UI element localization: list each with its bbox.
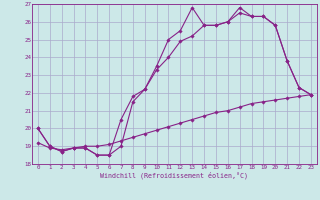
X-axis label: Windchill (Refroidissement éolien,°C): Windchill (Refroidissement éolien,°C): [100, 171, 248, 179]
